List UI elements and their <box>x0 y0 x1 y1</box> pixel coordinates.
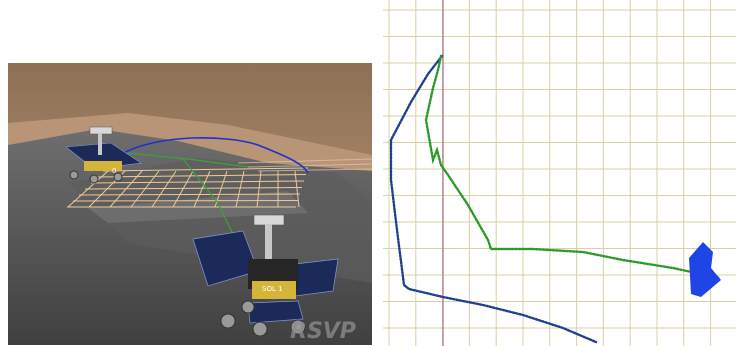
actual-traverse-path <box>389 54 598 344</box>
scene-ground-grid <box>67 167 309 208</box>
scene-canvas: 0 SOL 1 RSVP <box>8 63 372 345</box>
rsvp-watermark: RSVP <box>290 319 356 344</box>
traverse-map-view[interactable] <box>383 0 736 346</box>
rover-position-marker[interactable] <box>689 242 721 297</box>
rover-far[interactable]: 0 <box>65 126 142 184</box>
horizon-stripes <box>237 158 372 172</box>
rover-far-label: 0 <box>112 167 116 175</box>
scene-viewport[interactable]: 0 SOL 1 RSVP <box>8 63 372 345</box>
scene-actual-path <box>119 137 309 174</box>
map-canvas <box>383 0 736 346</box>
rover-near-label: SOL 1 <box>262 285 283 293</box>
ground-slope <box>68 158 372 283</box>
map-grid <box>383 0 736 346</box>
planned-traverse-path <box>424 54 721 280</box>
map-paths <box>389 54 721 344</box>
rover-near[interactable]: SOL 1 <box>192 214 339 337</box>
